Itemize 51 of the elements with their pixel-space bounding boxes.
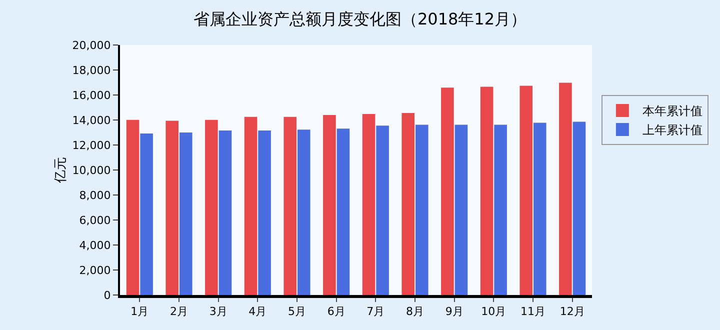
y-tick-label: 18,000: [72, 64, 111, 77]
x-tick-label: 10月: [481, 305, 506, 318]
legend-label: 上年累计值: [642, 123, 702, 138]
y-axis-title: 亿元: [54, 157, 69, 184]
bar: [323, 115, 336, 295]
x-tick-label: 2月: [170, 305, 188, 318]
bar: [205, 120, 218, 295]
bar: [284, 116, 297, 295]
y-tick-label: 10,000: [72, 164, 111, 177]
y-tick-label: 12,000: [72, 138, 111, 152]
bar: [258, 130, 271, 295]
x-tick-label: 9月: [445, 305, 464, 318]
bar: [297, 130, 310, 295]
bar: [559, 82, 572, 295]
x-tick-label: 7月: [366, 305, 385, 318]
bar: [244, 116, 258, 295]
bar: [218, 130, 232, 295]
bar: [454, 124, 468, 295]
bar: [179, 132, 192, 295]
bar: [126, 120, 140, 295]
y-tick-label: 8,000: [79, 188, 111, 202]
x-tick-label: 5月: [288, 305, 306, 318]
y-tick-label: 4,000: [79, 238, 111, 252]
bar: [140, 134, 153, 295]
y-tick-label: 16,000: [72, 88, 111, 102]
x-tick-label: 12月: [560, 305, 585, 318]
y-tick-label: 6,000: [79, 214, 111, 227]
bar: [362, 114, 376, 295]
legend-label: 本年累计值: [642, 104, 702, 118]
x-tick-label: 4月: [248, 305, 267, 318]
chart-title: 省属企业资产总额月度变化图（2018年12月）: [193, 9, 527, 28]
y-tick-label: 14,000: [72, 114, 111, 127]
bar: [572, 122, 586, 295]
bar: [533, 122, 546, 295]
y-tick-label: 0: [104, 288, 111, 302]
x-tick-label: 1月: [130, 305, 149, 318]
x-tick-label: 11月: [520, 305, 546, 318]
bar: [441, 88, 454, 295]
y-tick-label: 20,000: [72, 38, 111, 52]
y-tick-label: 2,000: [79, 264, 111, 277]
bar: [402, 113, 415, 295]
x-tick-label: 3月: [209, 305, 228, 318]
bar: [376, 126, 389, 295]
bar: [166, 120, 179, 295]
bar: [520, 86, 533, 295]
bar: [336, 128, 350, 295]
bar: [494, 124, 507, 295]
bar: [480, 86, 494, 295]
bar: [415, 124, 428, 295]
x-tick-label: 6月: [327, 305, 346, 318]
x-tick-label: 8月: [406, 305, 424, 318]
